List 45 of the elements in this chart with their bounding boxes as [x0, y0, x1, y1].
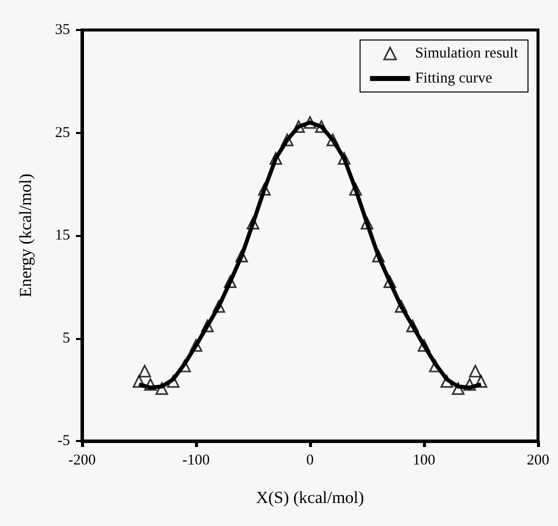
- point: [406, 320, 419, 332]
- point: [144, 378, 157, 391]
- point: [452, 382, 464, 395]
- point: [349, 182, 362, 196]
- x-tick-label: -100: [182, 452, 210, 468]
- x-tick-label: 200: [526, 452, 550, 468]
- point: [315, 120, 328, 133]
- point: [463, 378, 476, 391]
- point: [360, 216, 374, 230]
- point: [258, 182, 271, 196]
- y-tick-label: -5: [58, 433, 70, 449]
- point: [246, 216, 260, 230]
- point: [156, 382, 168, 395]
- point: [384, 275, 396, 288]
- point: [304, 116, 316, 129]
- legend-label: Fitting curve: [415, 70, 492, 86]
- point: [132, 375, 146, 388]
- point: [190, 339, 202, 352]
- point: [138, 364, 151, 378]
- point: [270, 152, 282, 165]
- point: [372, 250, 385, 262]
- legend-label: Simulation result: [415, 46, 519, 62]
- point: [212, 300, 226, 313]
- point: [474, 375, 488, 388]
- y-tick-label: 35: [55, 22, 70, 38]
- point: [292, 120, 305, 133]
- y-tick-label: 25: [55, 124, 70, 141]
- x-tick-label: 100: [412, 452, 436, 468]
- y-tick-label: 15: [55, 228, 70, 244]
- y-tick-label: 5: [62, 330, 70, 346]
- point: [326, 134, 340, 146]
- point: [235, 250, 248, 262]
- point: [418, 339, 430, 352]
- point: [201, 320, 214, 332]
- x-tick-label: 0: [306, 452, 314, 468]
- point: [280, 134, 294, 146]
- x-axis-title: X(S) (kcal/mol): [256, 488, 364, 507]
- x-tick-label: -200: [68, 452, 96, 468]
- point: [469, 364, 482, 378]
- point: [440, 375, 454, 388]
- point: [338, 152, 350, 165]
- point: [166, 375, 180, 388]
- y-axis-title: Energy (kcal/mol): [16, 174, 35, 298]
- point: [224, 275, 236, 288]
- point: [394, 300, 408, 313]
